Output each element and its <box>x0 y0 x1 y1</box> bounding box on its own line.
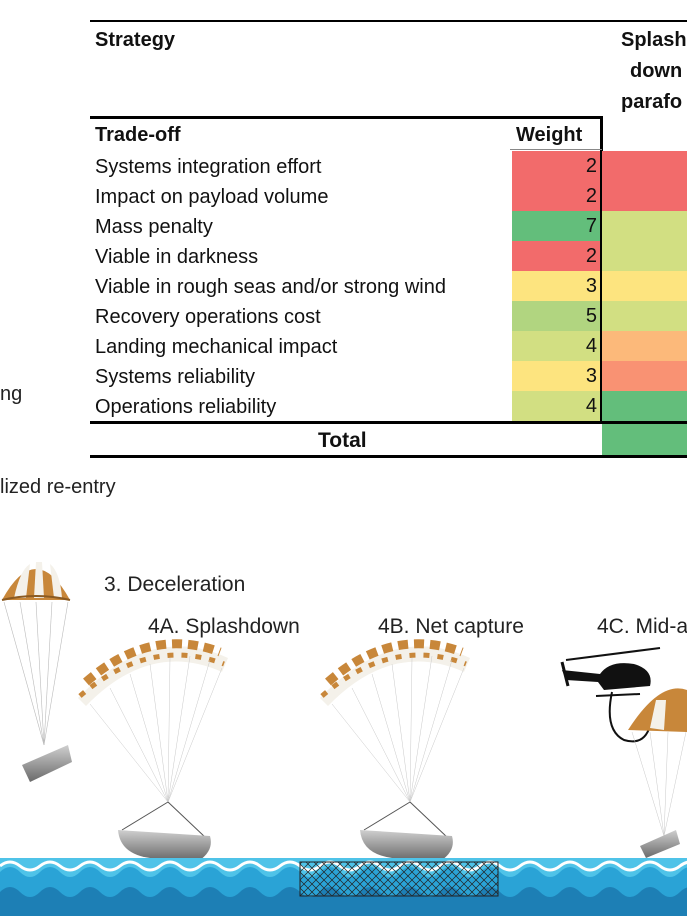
tradeoff-header: Trade-off <box>95 124 181 146</box>
weight-value: 3 <box>585 275 597 297</box>
weight-cell: 2 <box>512 151 600 181</box>
weight-cell: 4 <box>512 331 600 361</box>
score-cell <box>602 271 687 301</box>
weight-value: 2 <box>585 185 597 207</box>
score-cell <box>602 331 687 361</box>
strategy-column-line-3: parafo <box>621 91 683 113</box>
parafoil-net-capture-icon <box>320 639 470 860</box>
weight-value: 7 <box>585 215 597 237</box>
strategy-column-line-1: Splash <box>621 29 687 51</box>
weight-cell: 5 <box>512 301 600 331</box>
dome-parachute-icon <box>1 562 71 746</box>
recovery-illustration <box>0 562 687 916</box>
total-bottom-rule <box>90 455 687 458</box>
weight-cell: 4 <box>512 391 600 421</box>
total-score-cell <box>602 424 687 456</box>
stage-4a-label: 4A. Splashdown <box>148 615 300 638</box>
tradeoff-label: Systems integration effort <box>95 156 322 178</box>
fragment-text: ng <box>0 383 23 405</box>
weight-cell: 3 <box>512 361 600 391</box>
weight-cell: 7 <box>512 211 600 241</box>
weight-cell: 2 <box>512 181 600 211</box>
fragment-caption: lized re-entry <box>0 476 116 498</box>
helicopter-icon <box>560 647 661 743</box>
table-subheader-rule <box>510 149 602 150</box>
tradeoff-label: Viable in darkness <box>95 246 259 268</box>
tradeoff-label: Landing mechanical impact <box>95 336 338 358</box>
weight-column-divider <box>600 116 603 421</box>
weight-value: 3 <box>585 365 597 387</box>
stage-4b-label: 4B. Net capture <box>378 615 524 638</box>
score-cell <box>602 241 687 271</box>
score-cell <box>602 301 687 331</box>
weight-header: Weight <box>516 124 583 146</box>
weight-value: 4 <box>585 335 597 357</box>
parafoil-splashdown-icon <box>78 639 228 860</box>
score-cell <box>602 151 687 181</box>
weight-value: 5 <box>585 305 597 327</box>
total-top-rule <box>90 421 687 424</box>
weight-value: 2 <box>585 155 597 177</box>
tradeoff-label: Viable in rough seas and/or strong wind <box>95 276 446 298</box>
weight-value: 2 <box>585 245 597 267</box>
weight-cell: 3 <box>512 271 600 301</box>
score-cell <box>602 211 687 241</box>
score-cell <box>602 181 687 211</box>
reentry-vehicle-icon <box>22 745 72 782</box>
tradeoff-label: Recovery operations cost <box>95 306 321 328</box>
stage-3-label: 3. Deceleration <box>104 573 246 596</box>
strategy-header: Strategy <box>95 29 176 51</box>
mid-air-dome-parachute-icon <box>628 688 687 858</box>
strategy-column-line-2: down <box>630 60 683 82</box>
stage-4c-label: 4C. Mid-a <box>597 615 687 638</box>
capture-net <box>299 861 499 897</box>
tradeoff-label: Operations reliability <box>95 396 277 418</box>
table-header-rule <box>90 116 602 119</box>
weight-value: 4 <box>585 395 597 417</box>
weight-cell: 2 <box>512 241 600 271</box>
tradeoff-label: Systems reliability <box>95 366 256 388</box>
total-label: Total <box>318 429 367 452</box>
score-cell <box>602 391 687 421</box>
tradeoff-label: Impact on payload volume <box>95 186 329 208</box>
tradeoff-label: Mass penalty <box>95 216 213 238</box>
table-top-rule <box>90 20 687 22</box>
score-cell <box>602 361 687 391</box>
